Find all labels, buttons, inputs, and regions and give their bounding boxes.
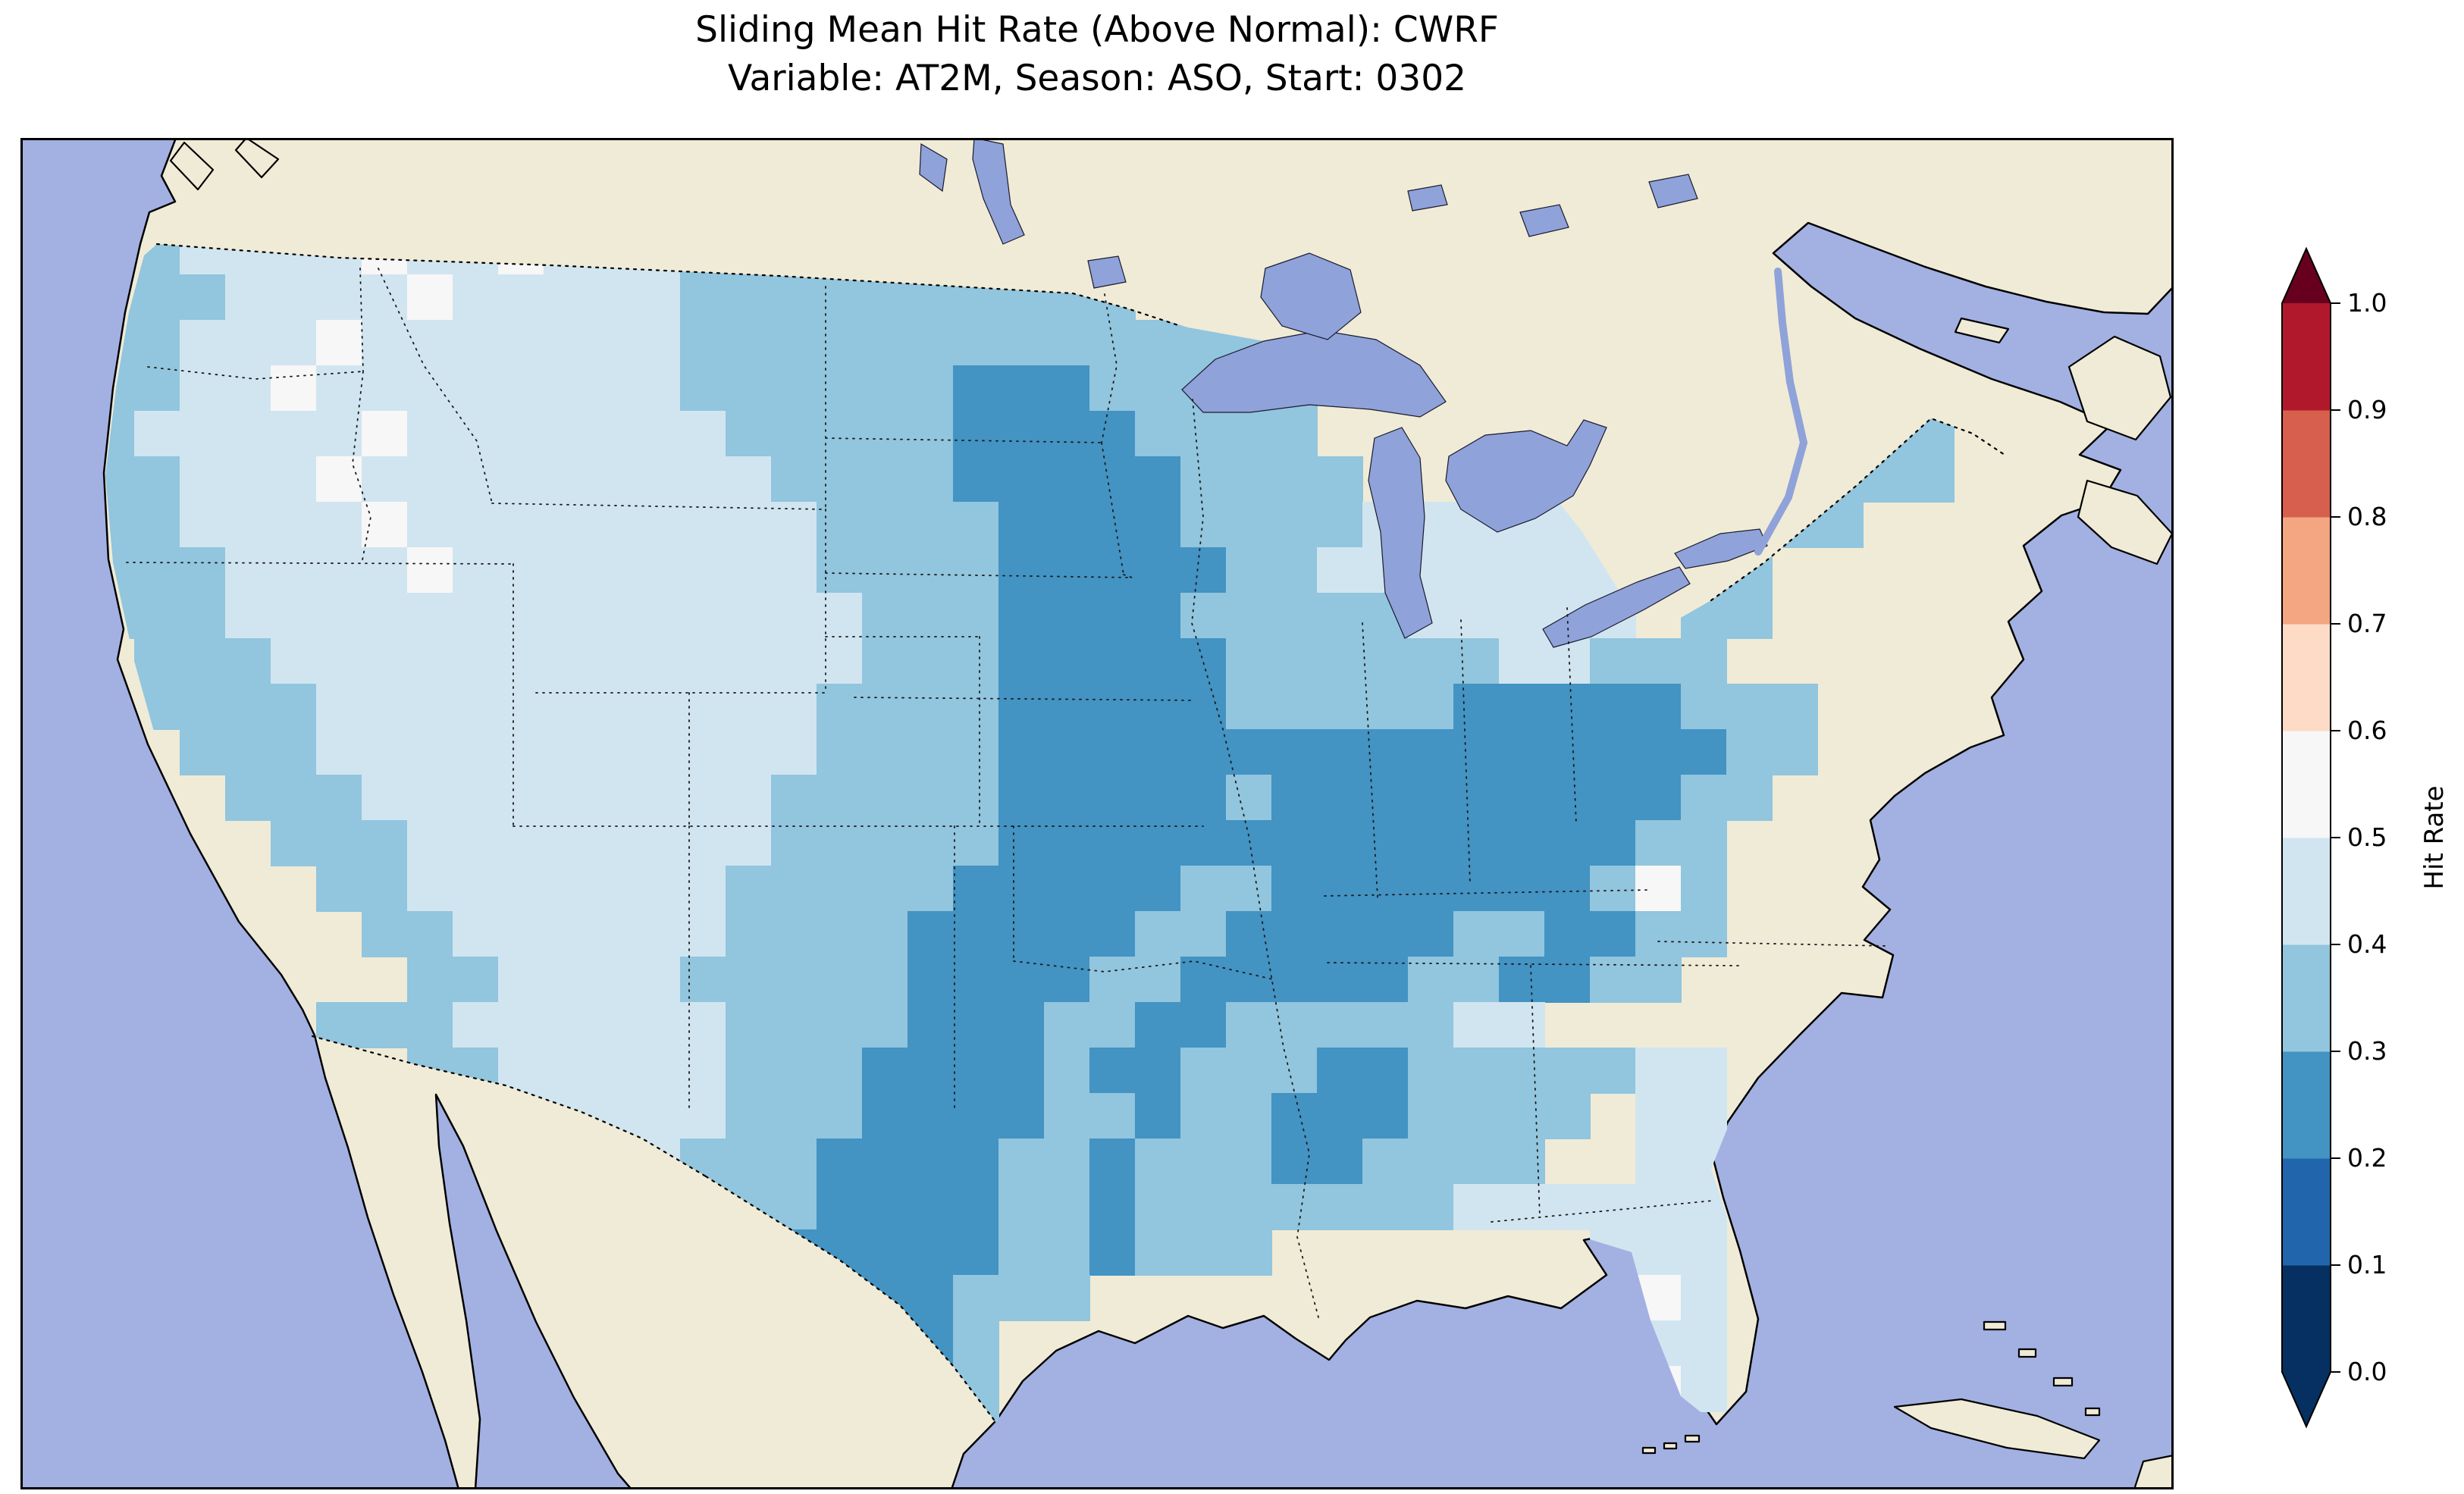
- lake-ontario: [1674, 528, 1768, 569]
- lake-nipigon: [1260, 252, 1362, 340]
- colorbar-tick-label: 0.0: [2347, 1357, 2387, 1386]
- colorbar-tick-label: 0.8: [2347, 502, 2387, 531]
- lake-winnipeg: [972, 138, 1025, 245]
- cuba-island: [1893, 1398, 2101, 1460]
- title-line-2: Variable: AT2M, Season: ASO, Start: 0302: [727, 57, 1467, 99]
- colorbar-tick-label: 0.5: [2347, 822, 2387, 852]
- title-line-1: Sliding Mean Hit Rate (Above Normal): CW…: [695, 9, 1499, 51]
- map-axes: [20, 138, 2174, 1489]
- lake-erie: [1542, 566, 1691, 648]
- hispaniola-island: [2133, 1454, 2174, 1489]
- manitoba-lake: [919, 143, 948, 193]
- colorbar-tick-label: 0.4: [2347, 929, 2387, 959]
- figure-title: Sliding Mean Hit Rate (Above Normal): CW…: [20, 6, 2174, 103]
- bc-coast-island: [234, 138, 280, 179]
- hit-rate-grid: [105, 244, 1955, 1427]
- lake-of-the-woods: [1087, 255, 1127, 289]
- colorbar: 1.0 0.9 0.8 0.7 0.6 0.5 0.4 0.3 0.2 0.1 0.0 Hit Ra…: [2244, 227, 2464, 1455]
- nova-scotia: [2077, 479, 2174, 565]
- map-frame: [20, 138, 2174, 1489]
- colorbar-svg: 1.0 0.9 0.8 0.7 0.6 0.5 0.4 0.3 0.2 0.1 0.0 Hit Ra…: [2281, 246, 2450, 1429]
- national-borders: [155, 243, 2008, 1424]
- state-borders: [126, 268, 1888, 1318]
- colorbar-scale: [2281, 246, 2331, 1429]
- quebec-lake-2: [1519, 204, 1569, 237]
- florida-keys: [1641, 1434, 1701, 1455]
- anticosti-island: [1954, 317, 2010, 344]
- bahamas-islands: [1983, 1320, 2101, 1417]
- lake-michigan: [1368, 427, 1433, 639]
- lake-superior: [1181, 330, 1447, 418]
- colorbar-axis-label: Hit Rate: [2419, 785, 2450, 889]
- colorbar-tick-label: 0.2: [2347, 1143, 2387, 1173]
- newfoundland-island: [2067, 335, 2172, 441]
- ontario-lake-small: [1407, 184, 1448, 211]
- colorbar-tick-label: 0.3: [2347, 1036, 2387, 1066]
- colorbar-tick-label: 0.9: [2347, 395, 2387, 424]
- us-hit-rate-map: [20, 138, 2174, 1489]
- colorbar-tick-label: 0.6: [2347, 716, 2387, 745]
- quebec-lake-1: [1648, 174, 1698, 208]
- colorbar-tick-label: 0.1: [2347, 1250, 2387, 1279]
- colorbar-tick-label: 1.0: [2347, 288, 2387, 318]
- colorbar-tick-label: 0.7: [2347, 609, 2387, 638]
- lake-huron: [1445, 419, 1607, 533]
- vancouver-island: [169, 141, 215, 191]
- lakes: [919, 138, 1808, 648]
- colorbar-ticks: 1.0 0.9 0.8 0.7 0.6 0.5 0.4 0.3 0.2 0.1 0.0: [2331, 288, 2387, 1386]
- st-lawrence-river: [1754, 268, 1808, 556]
